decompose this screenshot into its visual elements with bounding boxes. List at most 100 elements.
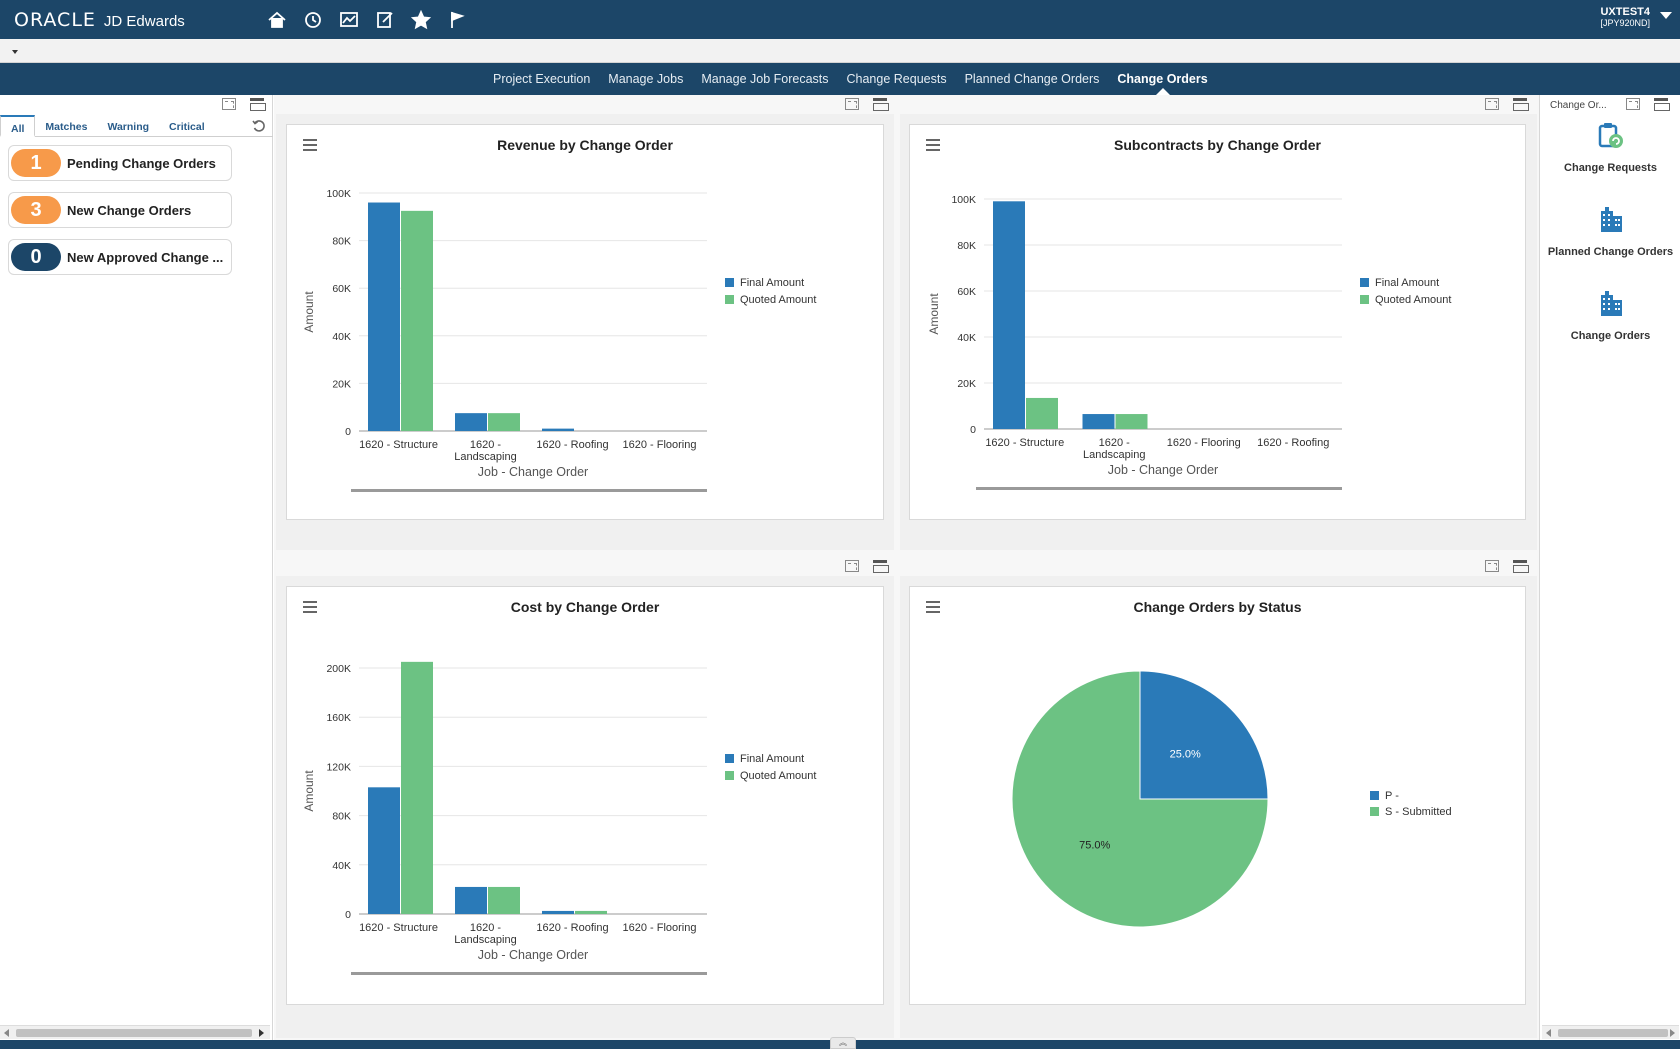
nav-tab-change-requests[interactable]: Change Requests xyxy=(846,72,947,86)
maximize-icon[interactable] xyxy=(1485,98,1499,110)
x-tick-label: 1620 - Roofing xyxy=(536,922,608,934)
springboard-horizontal-scrollbar[interactable] xyxy=(1542,1025,1679,1039)
user-menu-chevron-down-icon[interactable] xyxy=(1660,12,1672,19)
home-icon[interactable] xyxy=(266,9,288,31)
y-tick-label: 40K xyxy=(332,331,351,343)
nav-tab-manage-jobs[interactable]: Manage Jobs xyxy=(608,72,684,86)
scroll-thumb[interactable] xyxy=(16,1029,252,1037)
x-tick-label: 1620 - Flooring xyxy=(1167,437,1241,449)
bar-quoted[interactable] xyxy=(488,886,520,914)
scroll-left-icon[interactable] xyxy=(4,1029,9,1037)
watchlist-tile[interactable]: 3 New Change Orders xyxy=(8,192,232,228)
pane-menu-icon[interactable] xyxy=(873,560,889,573)
pane-menu-icon[interactable] xyxy=(1513,560,1529,573)
user-menu[interactable]: UXTEST4 [JPY920ND] xyxy=(1600,7,1650,29)
maximize-icon[interactable] xyxy=(845,560,859,572)
scroll-left-icon[interactable] xyxy=(1546,1029,1551,1037)
refresh-icon[interactable] xyxy=(252,119,266,133)
pie-slice[interactable] xyxy=(1011,670,1269,928)
legend-label: Quoted Amount xyxy=(740,770,816,782)
nav-tab-planned-change-orders[interactable]: Planned Change Orders xyxy=(964,72,1100,86)
favorites-icon[interactable] xyxy=(410,9,432,31)
bar-final[interactable] xyxy=(993,201,1025,429)
filter-tab-warning[interactable]: Warning xyxy=(107,121,150,133)
filter-tab-critical[interactable]: Critical xyxy=(169,121,205,133)
springboard-item-change-orders[interactable]: Change Orders xyxy=(1540,287,1680,342)
cost-chart-panel: Cost by Change Order 0 40K 80K 120K 160K 200K… xyxy=(286,586,884,1005)
pane-menu-icon[interactable] xyxy=(873,98,889,111)
filter-tab-matches[interactable]: Matches xyxy=(45,121,88,133)
x-tick-label: 1620 - Structure xyxy=(359,439,438,451)
springboard-label: Change Requests xyxy=(1564,162,1657,174)
maximize-icon[interactable] xyxy=(222,98,236,110)
oracle-jde-logo[interactable]: ORACLE JD Edwards xyxy=(14,9,185,31)
bar-final[interactable] xyxy=(455,886,487,914)
chart-menu-icon[interactable] xyxy=(303,139,317,151)
top-banner: ORACLE JD Edwards UXTEST4 [JPY920ND] xyxy=(0,0,1680,39)
pie-slice[interactable] xyxy=(1139,670,1269,800)
legend-swatch xyxy=(1360,295,1369,304)
watchlist-tile[interactable]: 1 Pending Change Orders xyxy=(8,145,232,181)
y-axis-label: Amount xyxy=(302,770,316,812)
watchlist-horizontal-scrollbar[interactable] xyxy=(0,1025,270,1039)
bar-final[interactable] xyxy=(368,202,400,431)
nav-tab-change-orders[interactable]: Change Orders xyxy=(1108,63,1216,95)
springboard-item-planned-change-orders[interactable]: Planned Change Orders xyxy=(1540,203,1680,258)
status-chart-panel: Change Orders by Status 25.0% 75.0% P - S -… xyxy=(909,586,1526,1005)
bar-final[interactable] xyxy=(542,428,574,431)
maximize-icon[interactable] xyxy=(1485,560,1499,572)
collapse-chevron-up-icon[interactable]: ︽ xyxy=(830,1037,856,1049)
scroll-right-icon[interactable] xyxy=(259,1029,264,1037)
scroll-right-icon[interactable] xyxy=(1670,1029,1675,1037)
bar-chart: 0 20K 40K 60K 80K 100K Amount 1620 - Structure 1… xyxy=(927,194,1451,490)
bar-final[interactable] xyxy=(542,910,574,914)
springboard-label: Planned Change Orders xyxy=(1547,246,1674,258)
chart-overview-scrollbar[interactable] xyxy=(351,972,707,975)
bar-quoted[interactable] xyxy=(1026,397,1058,429)
scroll-thumb[interactable] xyxy=(1558,1029,1668,1037)
nav-tab-project-execution[interactable]: Project Execution xyxy=(493,72,591,86)
bar-final[interactable] xyxy=(1082,414,1115,429)
y-tick-label: 100K xyxy=(326,188,351,200)
chart-overview-scrollbar[interactable] xyxy=(976,487,1342,490)
flag-icon[interactable] xyxy=(446,9,468,31)
x-tick-label: 1620 -Landscaping xyxy=(1083,437,1145,461)
subcontracts-chart-panel: Subcontracts by Change Order 0 20K 40K 60K 8… xyxy=(909,124,1526,520)
legend-swatch xyxy=(725,278,734,287)
pane-menu-icon[interactable] xyxy=(250,98,266,111)
pie-chart: 25.0% 75.0% P - S - Submitted xyxy=(1011,670,1452,928)
chart-menu-icon[interactable] xyxy=(926,601,940,613)
filter-tab-all[interactable]: All xyxy=(0,115,36,137)
chart-menu-icon[interactable] xyxy=(926,139,940,151)
y-tick-label: 20K xyxy=(332,378,351,390)
x-tick-label: 1620 - Structure xyxy=(985,437,1064,449)
nav-tab-manage-job-forecasts[interactable]: Manage Job Forecasts xyxy=(701,72,829,86)
bar-quoted[interactable] xyxy=(575,910,607,914)
legend-label: Quoted Amount xyxy=(740,294,816,306)
bar-quoted[interactable] xyxy=(401,661,433,914)
chart-overview-scrollbar[interactable] xyxy=(351,489,707,492)
recent-icon[interactable] xyxy=(302,9,324,31)
chart-menu-icon[interactable] xyxy=(303,601,317,613)
subcontracts-tools xyxy=(1485,98,1529,111)
bar-quoted[interactable] xyxy=(1115,414,1148,429)
y-tick-label: 0 xyxy=(970,424,976,436)
pane-menu-icon[interactable] xyxy=(1654,98,1670,111)
springboard-item-change-requests[interactable]: Change Requests xyxy=(1540,119,1680,174)
watchlist-icon[interactable] xyxy=(338,9,360,31)
bar-final[interactable] xyxy=(455,413,487,431)
bar-quoted[interactable] xyxy=(401,210,433,431)
maximize-icon[interactable] xyxy=(845,98,859,110)
legend-label: Final Amount xyxy=(740,277,804,289)
watchlist-label: New Approved Change ... xyxy=(67,249,224,265)
pane-menu-icon[interactable] xyxy=(1513,98,1529,111)
bar-final[interactable] xyxy=(368,787,400,914)
maximize-icon[interactable] xyxy=(1626,98,1640,110)
carousel-toggle-chevron-down-icon[interactable] xyxy=(12,50,18,54)
brand-oracle: ORACLE xyxy=(14,9,96,31)
task-icon[interactable] xyxy=(374,9,396,31)
watchlist-tile[interactable]: 0 New Approved Change ... xyxy=(8,239,232,275)
bar-quoted[interactable] xyxy=(488,413,520,431)
x-tick-label: 1620 -Landscaping xyxy=(454,922,516,946)
carousel-bar xyxy=(0,39,1680,63)
